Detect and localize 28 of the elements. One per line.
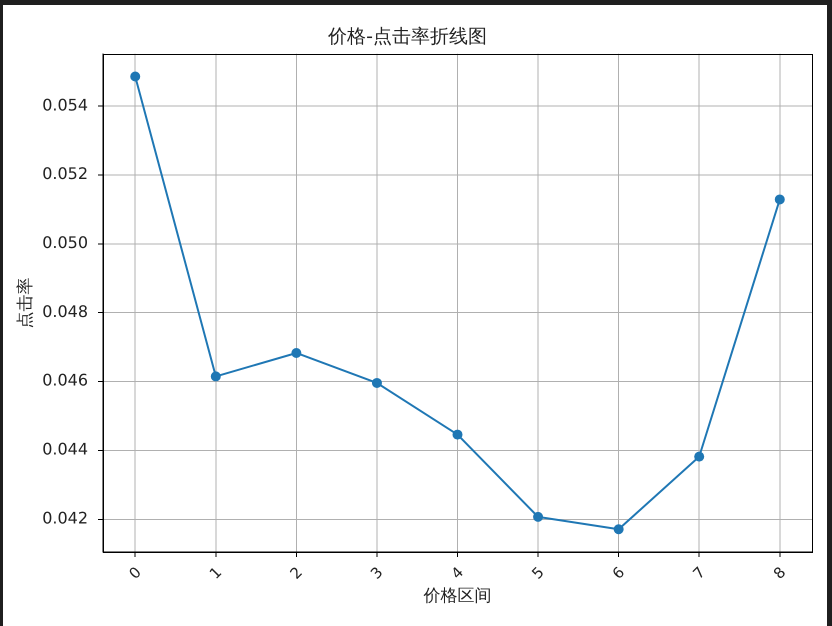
x-tick-label: 6 (608, 563, 628, 583)
x-axis-title: 价格区间 (422, 586, 492, 606)
point (452, 430, 462, 440)
x-tick-label: 4 (448, 563, 468, 583)
chart-title: 价格-点击率折线图 (327, 25, 487, 48)
x-tick-label: 3 (367, 563, 387, 583)
y-tick-label: 0.042 (42, 508, 88, 528)
point (774, 194, 785, 204)
point (291, 348, 302, 358)
point (130, 72, 140, 82)
y-tick-label: 0.050 (42, 233, 88, 252)
point (533, 512, 544, 522)
x-tick-label: 7 (689, 563, 709, 583)
point (372, 378, 382, 388)
y-tick-label: 0.046 (42, 370, 88, 390)
point (614, 524, 624, 534)
x-tick-label: 2 (286, 563, 306, 583)
x-tick-label: 1 (206, 563, 226, 583)
x-tick-label: 8 (770, 563, 790, 583)
point (210, 371, 221, 382)
y-tick-label: 0.054 (42, 95, 88, 114)
y-tick-label: 0.048 (42, 302, 88, 321)
point (694, 452, 704, 462)
x-tick-label: 0 (125, 563, 145, 583)
y-tick-label: 0.044 (42, 440, 88, 459)
y-axis-title: 点击率 (16, 277, 36, 328)
x-tick-label: 5 (528, 563, 548, 583)
y-tick-label: 0.052 (42, 164, 88, 184)
